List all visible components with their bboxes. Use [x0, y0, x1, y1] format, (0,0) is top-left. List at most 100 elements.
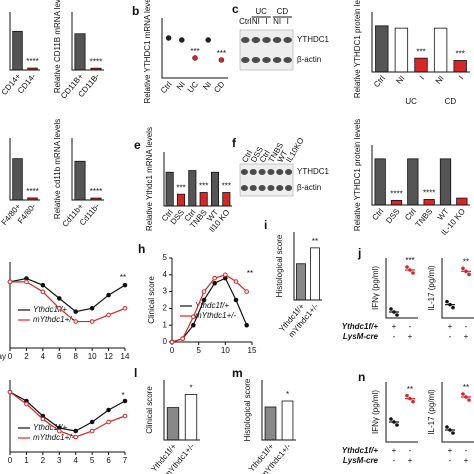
x-tick-label: Ctrl [159, 80, 174, 95]
blot-band [241, 57, 250, 63]
y-axis-label: Relative cd11b mRNA levels [53, 119, 62, 219]
x-tick-label: 10 [88, 352, 97, 361]
bar [456, 197, 468, 206]
genotype-cell: - [449, 332, 452, 341]
data-point [165, 35, 172, 41]
lane-label: I [287, 17, 289, 26]
bar [453, 60, 467, 73]
group-label: UC [405, 97, 417, 106]
data-point [192, 55, 198, 61]
data-point [201, 297, 207, 303]
y-axis-label: Relative YTHDC1 protein levels [353, 119, 362, 231]
significance: *** [217, 49, 226, 58]
data-point [106, 419, 111, 425]
data-point [244, 322, 249, 328]
bar [12, 158, 23, 201]
blot-band [276, 169, 284, 175]
data-point [445, 425, 449, 429]
data-point [233, 297, 239, 303]
bar [165, 171, 174, 207]
data-point [201, 289, 207, 294]
blot-band [258, 185, 266, 191]
data-point [89, 428, 95, 434]
data-point [464, 395, 468, 399]
data-point [411, 271, 415, 275]
data-point [106, 292, 111, 298]
blot-band [240, 169, 248, 175]
x-tick-label: 1 [24, 456, 29, 465]
axis [9, 12, 40, 71]
data-point [448, 302, 452, 307]
panel-letter: l [134, 366, 137, 380]
y-tick-label: 2 [163, 304, 168, 313]
bar [12, 30, 23, 71]
x-tick-label: 7 [123, 456, 128, 465]
data-point [89, 419, 95, 425]
series-line [9, 277, 126, 313]
data-point [7, 279, 13, 285]
x-tick-label: 12 [104, 352, 113, 361]
series-line [9, 391, 126, 438]
panel-letter: f [232, 136, 237, 150]
axis [385, 382, 418, 443]
bar [374, 158, 386, 206]
lane-label: NI [273, 17, 281, 26]
genotype-cell: - [465, 446, 468, 455]
data-point [411, 399, 415, 404]
data-point [180, 336, 185, 341]
x-tick-label: 8 [73, 352, 78, 361]
band-label: β-actin [297, 183, 321, 192]
blot-band [251, 57, 261, 63]
y-axis-label: Histological score [243, 378, 252, 441]
blot-band [262, 57, 271, 63]
bar [281, 400, 294, 441]
significance: ** [407, 385, 413, 394]
y-axis-label: Clinical score [147, 276, 156, 324]
x-tick-label: I [418, 74, 426, 81]
data-point [73, 428, 79, 434]
blot-band [272, 37, 282, 43]
bar [176, 193, 186, 207]
x-tick-label: 0 [170, 346, 175, 355]
axis [161, 18, 228, 79]
x-tick-label: NI [201, 80, 213, 92]
data-point [122, 282, 128, 288]
data-point [244, 289, 249, 294]
band-label: β-actin [297, 55, 321, 64]
data-point [122, 413, 128, 419]
y-axis-label: IL-17 (pg/ml) [427, 265, 436, 311]
axis [385, 258, 418, 319]
bar [74, 160, 86, 201]
bar [199, 192, 208, 207]
series-line [10, 281, 126, 323]
significance: *** [222, 182, 231, 191]
significance: ** [463, 257, 469, 266]
blot-band [283, 57, 292, 63]
genotype-row-label: LysM-cre [343, 456, 379, 465]
blot-band [285, 185, 293, 191]
panel-letter: h [138, 242, 145, 256]
axis [371, 145, 470, 206]
data-point [445, 299, 449, 304]
genotype-row-label: LysM-cre [343, 332, 379, 341]
group-label: UC [255, 7, 267, 16]
x-tick-label: NI [434, 74, 446, 86]
data-point [40, 282, 46, 288]
data-point [395, 313, 399, 317]
bar [394, 27, 409, 73]
bar [166, 407, 180, 441]
lane-label: IL10KO [284, 136, 305, 164]
genotype-cell: - [393, 332, 396, 341]
blot-band [285, 169, 293, 175]
axis [71, 12, 104, 71]
x-tick-label: 14 [121, 352, 130, 361]
legend-label: Ythdc1f/+ [195, 301, 229, 310]
significance: ** [463, 383, 469, 392]
axis [9, 138, 40, 201]
series-line [171, 277, 248, 343]
x-tick-label: DSS [384, 207, 401, 225]
y-tick-label: 5 [163, 253, 168, 262]
lane-label: I [265, 17, 267, 26]
x-tick-label: 10 [221, 346, 230, 355]
data-point [40, 289, 46, 295]
